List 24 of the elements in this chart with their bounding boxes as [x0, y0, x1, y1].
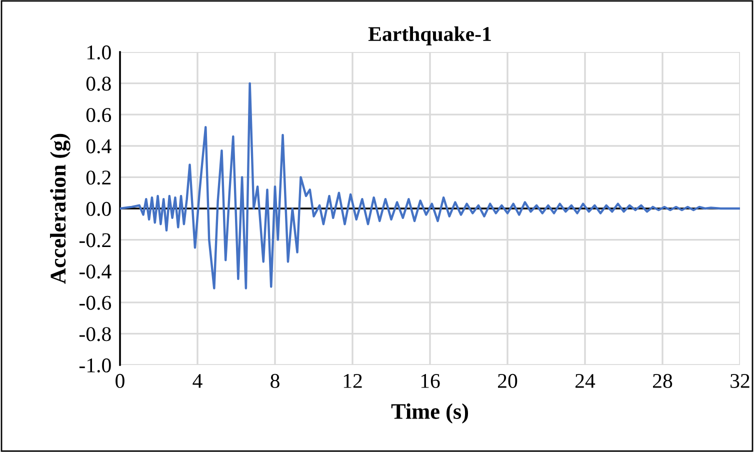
y-tick-label: -0.4 — [79, 264, 112, 279]
y-tick-label: -0.6 — [79, 296, 112, 310]
y-tick-label: 0.2 — [86, 170, 111, 185]
y-tick-label: 1.0 — [87, 45, 111, 60]
x-axis-title: Time (s) — [391, 403, 468, 424]
x-tick-label: 20 — [498, 374, 518, 388]
x-tick-label: 4 — [192, 374, 202, 388]
y-tick-label: 0.0 — [86, 202, 111, 216]
y-axis-title: Acceleration (g) — [50, 134, 70, 284]
y-tick-label: 0.6 — [86, 108, 112, 122]
x-tick-label: 24 — [576, 374, 596, 388]
x-tick-label: 32 — [730, 374, 750, 388]
line-series — [120, 82, 740, 290]
x-tick-label: 12 — [344, 374, 362, 388]
x-tick-label: 16 — [421, 374, 440, 388]
chart-title: Earthquake-1 — [368, 26, 491, 46]
y-tick-label: -0.2 — [79, 233, 111, 248]
x-tick-label: 28 — [653, 374, 672, 388]
x-tick-label: 0 — [116, 374, 124, 388]
y-tick-label: 0.4 — [86, 139, 112, 154]
y-tick-label: -0.8 — [79, 327, 111, 342]
y-tick-label: -1.0 — [79, 358, 111, 373]
x-tick-label: 8 — [270, 374, 280, 388]
y-tick-label: 0.8 — [86, 76, 111, 91]
